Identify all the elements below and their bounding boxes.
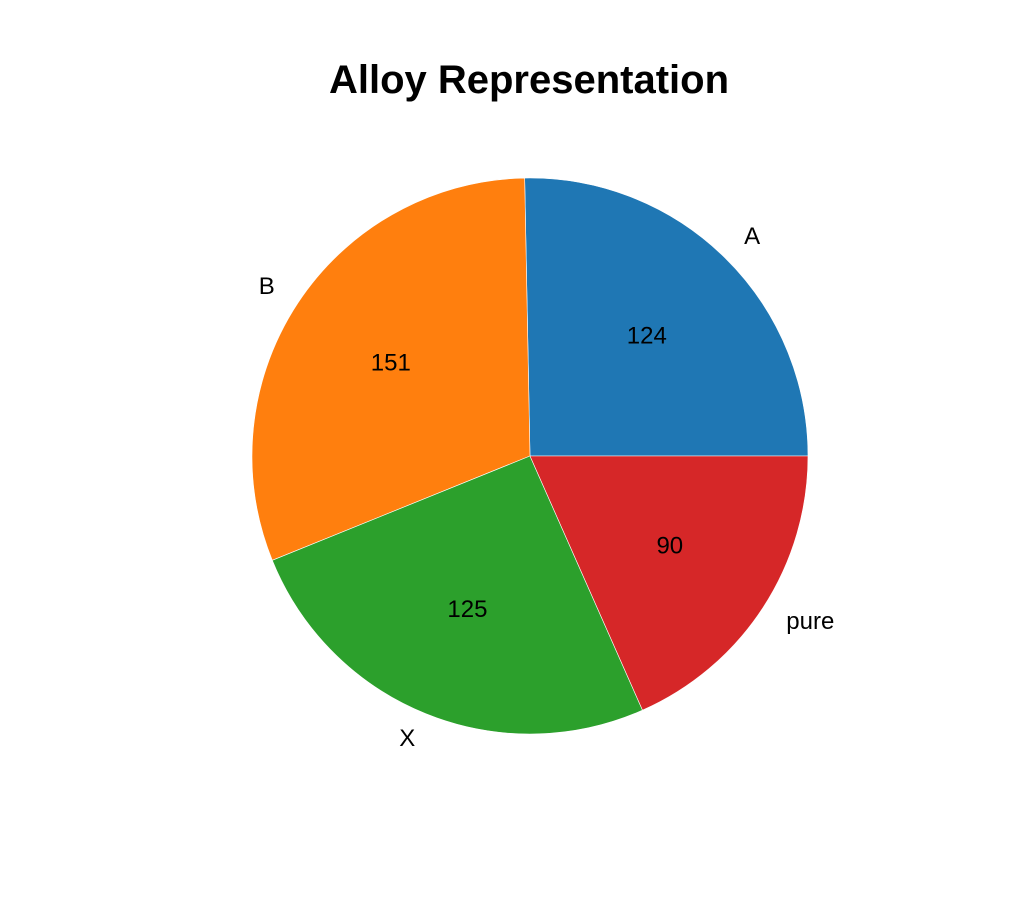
slice-value-x: 125 [447, 596, 487, 623]
slice-value-a: 124 [627, 322, 667, 349]
slice-value-pure: 90 [656, 532, 683, 559]
slice-value-labels: 124 151 125 90 [371, 322, 683, 623]
slice-label-a: A [744, 223, 760, 250]
slice-value-b: 151 [371, 349, 411, 376]
pie-slice-x [271, 455, 643, 735]
chart-title: Alloy Representation [328, 58, 730, 102]
slice-label-pure: pure [786, 608, 834, 635]
pie-slice-b [251, 177, 531, 561]
slice-label-x: X [399, 725, 415, 752]
pie-slice-a [524, 177, 809, 457]
pie-slice-pure [529, 455, 809, 711]
pie-slices [251, 177, 809, 735]
slice-label-b: B [259, 273, 275, 300]
